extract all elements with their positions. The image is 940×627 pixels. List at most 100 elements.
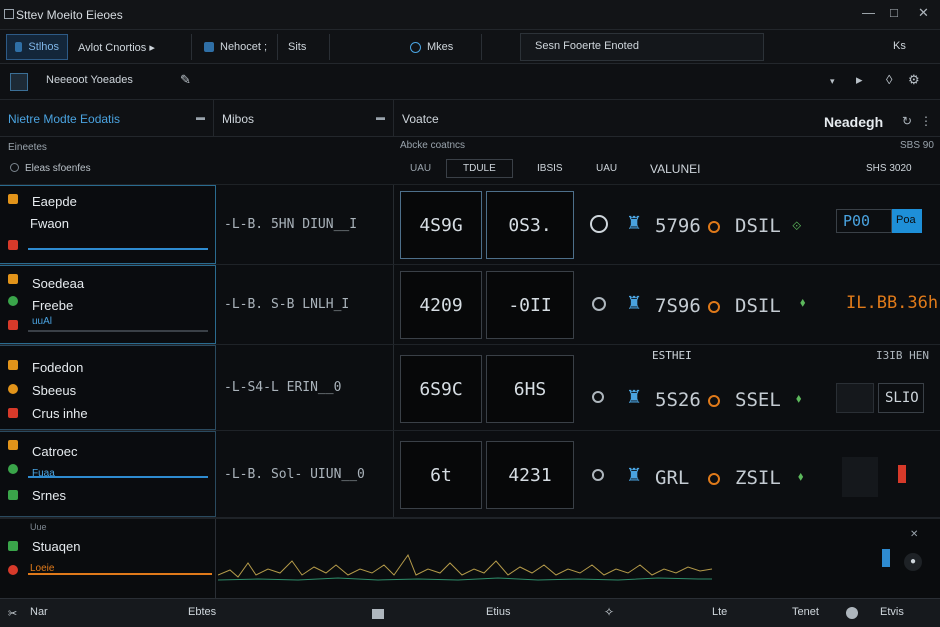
settings-icon[interactable]: ⚙ [908, 72, 920, 87]
sprout-icon: ⬧ [798, 469, 804, 483]
minimize-icon[interactable]: — [862, 5, 875, 20]
value-box[interactable]: 4231 [486, 441, 574, 509]
lock-icon: ♜ [626, 293, 643, 313]
table-row[interactable]: Fodedon Sbeeus Crus inhe -L-S4-L ERIN__0… [0, 345, 940, 431]
col-label-b[interactable]: TDULE [446, 159, 513, 178]
row-name-cell: Soedeaa Freebe uuAl [0, 265, 216, 344]
value-box[interactable]: 6S9C [400, 355, 482, 423]
value-primary: 5S26 [655, 389, 701, 411]
value-box[interactable]: 6t [400, 441, 482, 509]
row-name: Fuaa [32, 468, 55, 479]
table-row[interactable]: Eaepde Fwaon -L-B. 5HN DIUN__I 4S9G 0S3.… [0, 185, 940, 265]
tab-nehocet[interactable]: Nehocet ; [196, 34, 278, 60]
sprout-icon: ⬧ [800, 295, 806, 309]
sparkline-chart [218, 553, 713, 581]
chart-strip: Uue Stuaqen Loeie ● ✕ [0, 518, 940, 599]
row-name-cell: Eaepde Fwaon [0, 185, 216, 264]
chart-close-icon[interactable]: ✕ [910, 529, 919, 540]
chart-strip-label-cell: Uue Stuaqen Loeie [0, 519, 216, 599]
value-box[interactable]: -0II [486, 271, 574, 339]
status-square-icon [8, 408, 18, 418]
row-section-label: ESTHEI [652, 349, 692, 362]
sub-header: Eineetes Eleas sfoenfes Abcke coatncs UA… [0, 137, 940, 185]
tab-avlot[interactable]: Avlot Cnortios ▸ [70, 34, 192, 60]
record-icon[interactable] [592, 297, 606, 311]
table-row[interactable]: Soedeaa Freebe uuAl -L-B. S-B LNLH_I 420… [0, 265, 940, 345]
tab-sits[interactable]: Sits [280, 34, 330, 60]
record-icon[interactable] [590, 215, 608, 233]
tabbar-right-label[interactable]: Ks [893, 40, 906, 52]
chevron-down-icon[interactable]: ▾ [830, 76, 835, 86]
warning-dot-icon [708, 301, 720, 313]
tab-label: Mkes [427, 41, 454, 53]
status-item[interactable]: Nar [30, 606, 48, 618]
sprout-icon: ⬧ [796, 391, 802, 405]
filter-label[interactable]: Eleas sfoenfes [10, 163, 91, 174]
wave-icon: ⟐ [792, 219, 802, 233]
lock-icon: ♜ [626, 387, 643, 407]
filter-text: Eleas sfoenfes [25, 163, 91, 174]
col-label-a: UAU [410, 163, 432, 174]
status-square-icon [8, 240, 18, 250]
value-secondary: DSIL [735, 215, 781, 237]
window-title: Sttev Moeito Eieoes [16, 8, 123, 22]
status-item[interactable]: Lte [712, 606, 728, 618]
row-name: Crus inhe [32, 406, 88, 421]
value-box[interactable]: 0S3. [486, 191, 574, 259]
status-dot-icon [846, 607, 858, 619]
record-icon[interactable] [592, 391, 604, 403]
maximize-icon[interactable]: □ [890, 5, 898, 20]
tools-icon[interactable]: ✂ [8, 608, 18, 620]
tab-stlhos[interactable]: Stlhos [6, 34, 68, 60]
row-name: Fodedon [32, 360, 84, 375]
metric-value: -L-B. Sol- UIUN__0 [218, 431, 394, 517]
column-header-metrics[interactable]: Mibos ▬ [214, 100, 394, 137]
caret-down-icon[interactable]: ▬ [196, 112, 205, 122]
row-name: Fwaon [30, 216, 70, 231]
play-icon[interactable]: ▸ [856, 72, 863, 87]
column-header-models[interactable]: Nietre Modte Eodatis ▬ [0, 100, 214, 137]
chevron-icon[interactable] [836, 383, 874, 413]
pin-icon[interactable]: ✎ [180, 72, 191, 87]
toolbar-label: Neeeoot Yoeades [46, 74, 133, 86]
value-badge[interactable]: SLIO [878, 383, 924, 413]
row-name: Catroec [32, 444, 78, 459]
chart-toggle-icon[interactable]: ● [904, 553, 922, 571]
progress-line [28, 573, 212, 575]
folder-icon[interactable] [372, 609, 384, 619]
tab-label: Nehocet ; [220, 41, 268, 53]
table-row[interactable]: Catroec Fuaa Srnes -L-B. Sol- UIUN__0 6t… [0, 431, 940, 518]
tab-mkes[interactable]: Mkes [402, 34, 482, 60]
more-icon[interactable]: ⋮ [920, 114, 932, 128]
toolbar: Neeeoot Yoeades ✎ ▾ ▸ ◊ ⚙ [0, 64, 940, 100]
status-item[interactable]: Ebtes [188, 606, 217, 618]
status-bar: ✂ Nar Ebtes Etius ✧ Lte Tenet Etvis [0, 598, 940, 627]
col-label-d: VALUNEI [650, 162, 701, 176]
status-item[interactable]: Tenet [792, 606, 819, 618]
row-name: Freebe [32, 298, 74, 313]
status-square-icon [8, 360, 18, 370]
status-item[interactable]: Etvis [880, 606, 904, 618]
row-name: uuAl [32, 316, 53, 327]
refresh-icon[interactable]: ↻ [902, 114, 913, 128]
value-box[interactable]: 4S9G [400, 191, 482, 259]
radio-icon[interactable] [10, 163, 19, 172]
sub-header-mid-title: Abcke coatncs [400, 140, 466, 151]
status-dot-icon [8, 296, 18, 306]
close-icon[interactable]: ✕ [918, 5, 929, 20]
gear-icon[interactable] [10, 73, 28, 91]
caret-down-icon[interactable]: ▬ [376, 112, 385, 122]
value-box[interactable]: 6HS [486, 355, 574, 423]
status-square-icon [8, 541, 18, 551]
chevron-icon[interactable] [842, 457, 878, 497]
value-box[interactable]: 4209 [400, 271, 482, 339]
record-icon[interactable] [592, 469, 604, 481]
badge-button[interactable]: Poa [892, 209, 922, 233]
drop-icon[interactable]: ◊ [886, 72, 893, 87]
lock-icon: ♜ [626, 465, 643, 485]
pin-icon[interactable]: ✧ [604, 605, 615, 619]
value-badge[interactable]: P00 [836, 209, 892, 233]
status-dot-icon [8, 565, 18, 575]
status-item[interactable]: Etius [486, 606, 511, 618]
search-input[interactable]: Sesn Fooerte Enoted [520, 33, 764, 61]
